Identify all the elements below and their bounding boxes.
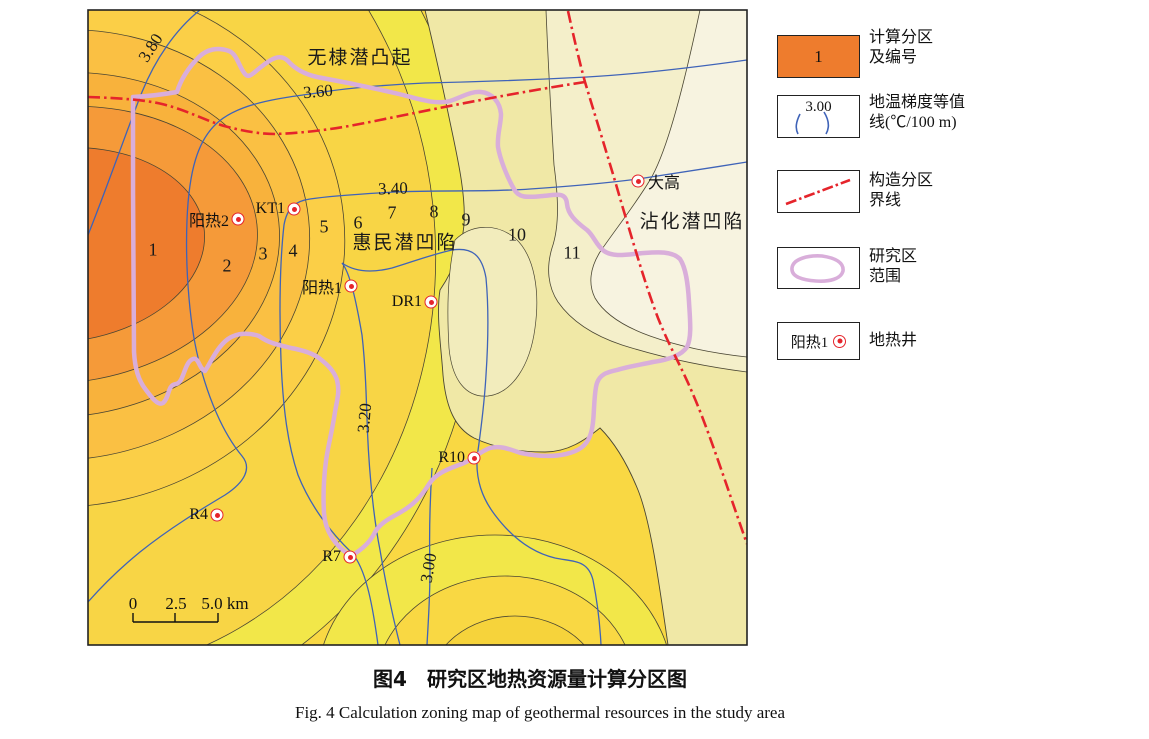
contour-label: 3.20 [353, 402, 376, 434]
well-label: R4 [189, 506, 208, 523]
well-label: DR1 [391, 293, 422, 310]
zone-number: 11 [563, 242, 581, 263]
region-label: 惠民潜凹陷 [352, 232, 458, 254]
pocket-pale-core [447, 226, 538, 397]
well-dot-icon [343, 550, 357, 564]
south-warm-rings [323, 534, 667, 645]
well-label: R10 [438, 449, 465, 466]
zone-number: 4 [288, 240, 298, 261]
well-dot-icon [631, 174, 645, 188]
map-border [87, 9, 748, 646]
gradient-contour-lines [88, 10, 747, 645]
caption-zh: 图4 研究区地热资源量计算分区图 [373, 667, 687, 691]
legend-contour-label: 地温梯度等值 线(℃/100 m) [869, 94, 966, 131]
well-dot-icon [467, 451, 481, 465]
legend-zone-label: 计算分区 及编号 [869, 29, 934, 66]
legend-well-label: 地热井 [869, 332, 918, 349]
study-area-boundary [130, 46, 693, 559]
well-dot-icon [287, 202, 301, 216]
zone-number: 10 [508, 224, 526, 245]
legend-contour-swatch: 3.00 [777, 95, 860, 138]
region-label: 沾化潜凹陷 [639, 211, 745, 233]
well-label: 阳热2 [188, 213, 229, 230]
fault-line-icon [785, 178, 851, 206]
zone-number: 5 [319, 216, 329, 237]
legend-area-swatch [777, 247, 860, 289]
legend-zone-swatch: 1 [777, 35, 860, 78]
scale-tick-label: 2.5 [165, 594, 187, 613]
pale-band-3 [590, 10, 747, 358]
legend-well-sample: 阳热1 [790, 334, 829, 351]
zone-number: 9 [461, 209, 471, 230]
region-label: 无棣潜凸起 [307, 47, 413, 69]
well-label: 阳热1 [301, 280, 342, 297]
zone-number: 8 [429, 201, 439, 222]
well-label: 大高 [648, 175, 681, 192]
scale-tick-label: 5.0 km [201, 594, 249, 613]
scale-tick-label: 0 [128, 594, 138, 613]
contour-label: 3.40 [377, 178, 409, 199]
contour-line-icon [795, 111, 830, 135]
well-dot-icon [210, 508, 224, 522]
legend-zone-sample: 1 [814, 46, 823, 66]
well-icon [833, 334, 847, 348]
zone-number: 7 [387, 202, 397, 223]
study-area-icon [790, 254, 845, 283]
well-label: R7 [322, 548, 341, 565]
legend-fault-swatch [777, 170, 860, 213]
well-dot-icon [231, 212, 245, 226]
legend-contour-sample: 3.00 [805, 99, 832, 115]
well-label: KT1 [255, 200, 285, 217]
zone-number: 6 [353, 212, 363, 233]
well-dot-icon [344, 279, 358, 293]
contour-label: 3.60 [302, 80, 334, 103]
scale-bar [132, 613, 219, 623]
caption-en: Fig. 4 Calculation zoning map of geother… [294, 703, 786, 722]
zone-number: 1 [148, 239, 158, 260]
zone-number: 3 [258, 243, 268, 264]
zone-number: 2 [222, 255, 232, 276]
well-dot-icon [424, 295, 438, 309]
tectonic-boundary-lines [88, 10, 747, 545]
legend-area-label: 研究区 范围 [869, 248, 918, 285]
legend-well-swatch: 阳热1 [777, 322, 860, 360]
legend-fault-label: 构造分区 界线 [869, 172, 934, 209]
